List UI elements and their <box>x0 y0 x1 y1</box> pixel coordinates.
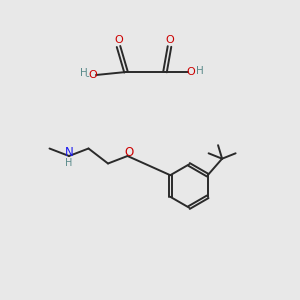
Text: O: O <box>114 35 123 45</box>
Text: O: O <box>88 70 97 80</box>
Text: O: O <box>124 146 134 159</box>
Text: -: - <box>86 71 89 81</box>
Text: H: H <box>65 158 73 168</box>
Text: H: H <box>80 68 87 79</box>
Text: N: N <box>64 146 74 159</box>
Text: H: H <box>196 65 204 76</box>
Text: O: O <box>187 67 196 77</box>
Text: O: O <box>165 35 174 45</box>
